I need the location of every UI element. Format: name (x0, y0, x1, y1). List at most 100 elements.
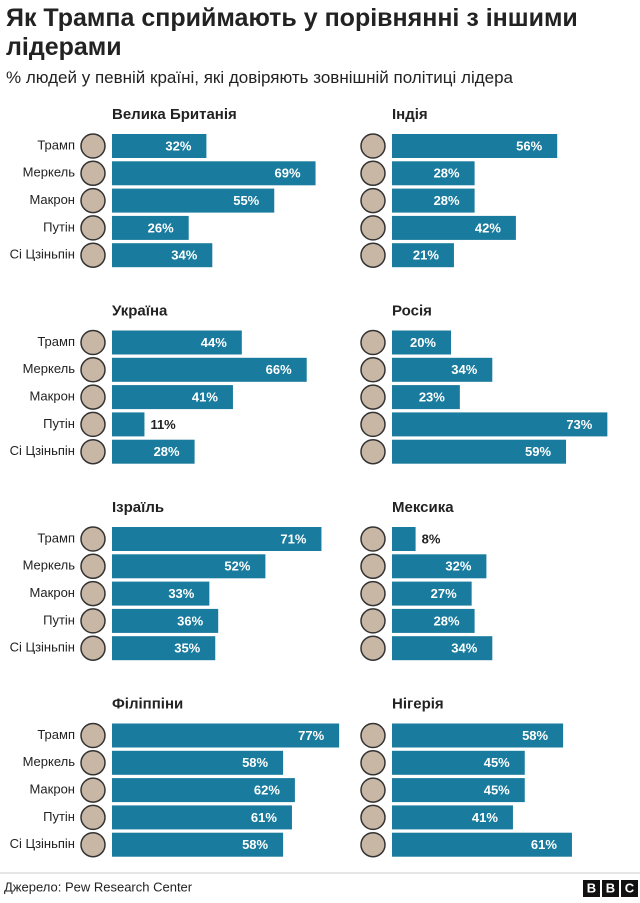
bar (392, 161, 475, 186)
bar (392, 385, 460, 410)
value-label: 33% (168, 586, 194, 601)
value-label: 23% (419, 390, 445, 405)
value-label: 61% (531, 837, 557, 852)
category-label: Трамп (37, 727, 75, 742)
leader-face (80, 526, 106, 552)
bar (112, 778, 295, 803)
bar (392, 778, 525, 803)
category-label: Меркель (23, 165, 76, 180)
leader-face (80, 553, 106, 580)
value-label: 8% (422, 531, 441, 546)
panel-title: Мексика (392, 499, 454, 516)
bar (112, 527, 322, 551)
bar (392, 805, 513, 830)
bar (112, 412, 145, 437)
value-label: 42% (475, 220, 501, 235)
value-label: 21% (413, 248, 439, 263)
leader-face (80, 384, 106, 410)
bar (392, 134, 558, 158)
leader-face (80, 133, 106, 159)
leader-face (360, 553, 386, 580)
leader-face (360, 160, 386, 187)
leader-face (360, 750, 386, 776)
value-label: 35% (174, 641, 200, 656)
leader-face (360, 608, 386, 634)
bar (392, 581, 472, 606)
leader-face (360, 635, 386, 661)
logo-letter: B (606, 880, 615, 895)
bar (112, 439, 195, 464)
bar (112, 832, 284, 857)
leader-face (360, 133, 386, 159)
category-label: Сі Цзіньпін (10, 836, 75, 851)
category-label: Сі Цзіньпін (10, 443, 75, 458)
value-label: 71% (280, 531, 306, 546)
category-label: Трамп (37, 334, 75, 349)
leader-face (80, 580, 106, 607)
category-label: Путін (43, 809, 75, 824)
category-label: Макрон (29, 585, 75, 600)
leader-face (360, 329, 386, 356)
value-label: 55% (233, 193, 259, 208)
category-label: Меркель (23, 558, 76, 573)
category-label: Путін (43, 416, 75, 431)
subtitle: % людей у певній країні, які довіряють з… (6, 68, 514, 87)
leader-face (360, 831, 386, 858)
bar (112, 554, 266, 579)
value-label: 34% (451, 362, 477, 377)
value-label: 62% (254, 783, 280, 798)
value-label: 58% (242, 755, 268, 770)
bar (112, 750, 284, 775)
logo-letter: C (625, 880, 635, 895)
value-label: 36% (177, 613, 203, 628)
logo-box (583, 880, 600, 897)
value-label: 69% (275, 166, 301, 181)
bar (392, 439, 567, 464)
bar (112, 161, 316, 186)
category-label: Сі Цзіньпін (10, 247, 75, 262)
bar (392, 608, 475, 633)
category-label: Трамп (37, 137, 75, 152)
bar (112, 357, 307, 382)
leader-face (360, 384, 386, 410)
leader-face (360, 722, 386, 749)
bar (392, 357, 493, 382)
leader-face (80, 357, 106, 383)
leader-face (80, 750, 106, 776)
category-label: Путін (43, 219, 75, 234)
value-label: 66% (266, 362, 292, 377)
bar (112, 188, 275, 213)
category-label: Меркель (23, 361, 76, 376)
leader-face (80, 635, 106, 661)
category-label: Макрон (29, 192, 75, 207)
bar (112, 385, 233, 410)
leader-face (360, 357, 386, 383)
category-label: Путін (43, 612, 75, 627)
value-label: 32% (165, 138, 191, 153)
source: Джерело: Pew Research Center (4, 879, 193, 894)
bar (392, 750, 525, 775)
category-label: Сі Цзіньпін (10, 640, 75, 655)
value-label: 77% (298, 728, 324, 743)
leader-face (80, 438, 106, 465)
value-label: 58% (522, 728, 548, 743)
leader-face (360, 215, 386, 241)
logo-box (621, 880, 638, 897)
value-label: 41% (192, 390, 218, 405)
panel-title: Нігерія (392, 695, 444, 712)
leader-face (360, 242, 386, 268)
bar (392, 330, 451, 355)
value-label: 26% (148, 220, 174, 235)
value-label: 28% (434, 613, 460, 628)
value-label: 32% (445, 559, 471, 574)
bar (112, 723, 340, 748)
logo-box (602, 880, 619, 897)
value-label: 61% (251, 810, 277, 825)
leader-face (80, 329, 106, 356)
bar (392, 243, 454, 268)
value-label: 52% (224, 559, 250, 574)
value-label: 11% (150, 417, 176, 432)
category-label: Макрон (29, 389, 75, 404)
bar (112, 608, 219, 633)
bar (112, 134, 207, 158)
